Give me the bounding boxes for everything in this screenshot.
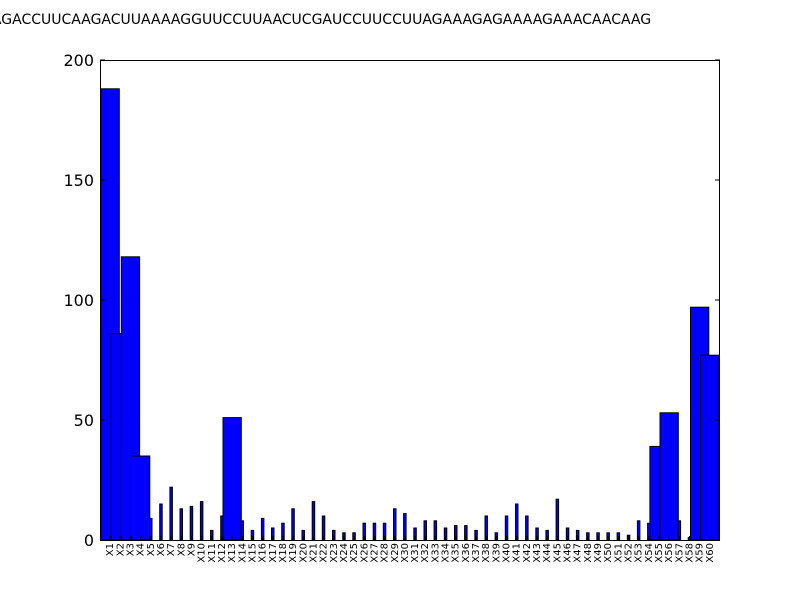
y-tick-label: 50	[74, 411, 94, 430]
chart-title: AAAGACCUUCAAGACUUAAAAGGUUCCUUAACUCGAUCCU…	[0, 12, 651, 28]
x-tick-label: X20	[298, 543, 309, 563]
bar-X9	[189, 505, 194, 541]
x-tick-label: X60	[705, 543, 716, 563]
x-tick-label: X55	[654, 543, 665, 563]
x-tick-label: X56	[664, 543, 675, 563]
bar-X4	[131, 455, 151, 541]
bar-X56	[659, 412, 679, 541]
x-tick-label: X46	[563, 543, 574, 563]
x-tick-label: X6	[156, 543, 167, 556]
x-tick-label: X39	[491, 543, 502, 563]
bar-X13	[222, 417, 242, 541]
x-tick-label: X48	[583, 543, 594, 563]
x-tick-label: X29	[390, 543, 401, 563]
x-tick-label: X57	[674, 543, 685, 563]
x-tick-label: X15	[247, 543, 258, 563]
x-tick-label: X51	[613, 543, 624, 563]
x-tick-label: X38	[481, 543, 492, 563]
x-tick-label: X7	[166, 543, 177, 556]
x-tick-label: X19	[288, 543, 299, 563]
y-axis: 0 50 100 150 200	[63, 51, 720, 550]
x-tick-label: X52	[624, 543, 635, 563]
x-tick-label: X8	[176, 543, 187, 556]
x-tick-label: X27	[369, 543, 380, 563]
x-tick-label: X50	[603, 543, 614, 563]
x-tick-label: X22	[319, 543, 330, 563]
x-tick-label: X3	[125, 543, 136, 556]
x-tick-label: X44	[542, 543, 553, 563]
x-tick-label: X59	[695, 543, 706, 563]
x-tick-label: X32	[420, 543, 431, 563]
x-tick-label: X26	[359, 543, 370, 563]
x-tick-label: X12	[217, 543, 228, 563]
x-tick-label: X21	[308, 543, 319, 563]
x-tick-label: X42	[522, 543, 533, 563]
y-tick-label: 200	[63, 51, 94, 70]
y-tick-label: 0	[84, 531, 94, 550]
x-tick-label: X49	[593, 543, 604, 563]
bar-X45	[555, 498, 560, 541]
x-tick-label: X47	[573, 543, 584, 563]
x-tick-label: X35	[451, 543, 462, 563]
x-tick-label: X4	[136, 543, 147, 556]
y-tick-label: 100	[63, 291, 94, 310]
x-tick-label: X45	[552, 543, 563, 563]
x-tick-label: X41	[512, 543, 523, 563]
x-tick-label: X30	[400, 543, 411, 563]
x-tick-label: X40	[502, 543, 513, 563]
x-tick-label: X33	[430, 543, 441, 563]
x-tick-label: X34	[441, 543, 452, 563]
y-tick-label: 150	[63, 171, 94, 190]
x-tick-label: X24	[339, 543, 350, 563]
x-tick-label: X9	[186, 543, 197, 556]
x-tick-label: X54	[644, 543, 655, 563]
x-tick-label: X14	[237, 543, 248, 563]
x-tick-label: X13	[227, 543, 238, 563]
bar-X19	[291, 508, 295, 541]
bar-X8	[179, 508, 183, 541]
bar-X6	[159, 503, 163, 541]
x-tick-label: X1	[105, 543, 116, 556]
x-tick-label: X37	[471, 543, 482, 563]
x-tick-label: X23	[329, 543, 340, 563]
x-tick-label: X43	[532, 543, 543, 563]
bar-X10	[199, 501, 204, 541]
x-tick-label: X2	[115, 543, 126, 556]
x-tick-label: X5	[146, 543, 157, 556]
x-tick-label: X58	[685, 543, 696, 563]
x-tick-label: X18	[278, 543, 289, 563]
bar-X41	[515, 503, 519, 541]
x-tick-label: X16	[258, 543, 269, 563]
x-tick-label: X11	[207, 543, 218, 563]
x-tick-label: X31	[410, 543, 421, 563]
plot-frame	[100, 60, 720, 541]
x-tick-label: X36	[461, 543, 472, 563]
x-tick-label: X25	[349, 543, 360, 563]
x-tick-label: X28	[380, 543, 391, 563]
x-tick-label: X10	[197, 543, 208, 563]
bars	[100, 88, 720, 541]
bar-X21	[311, 501, 316, 541]
x-axis: X1 X2 X3 X4 X5 X6 X7 X8 X9 X10 X11 X12 X13 X14 X15 X16 X…	[105, 536, 716, 563]
bar-X60	[700, 354, 720, 541]
x-tick-label: X53	[634, 543, 645, 563]
bar-X7	[169, 486, 173, 541]
x-tick-label: X17	[268, 543, 279, 563]
bar-X29	[393, 508, 397, 541]
